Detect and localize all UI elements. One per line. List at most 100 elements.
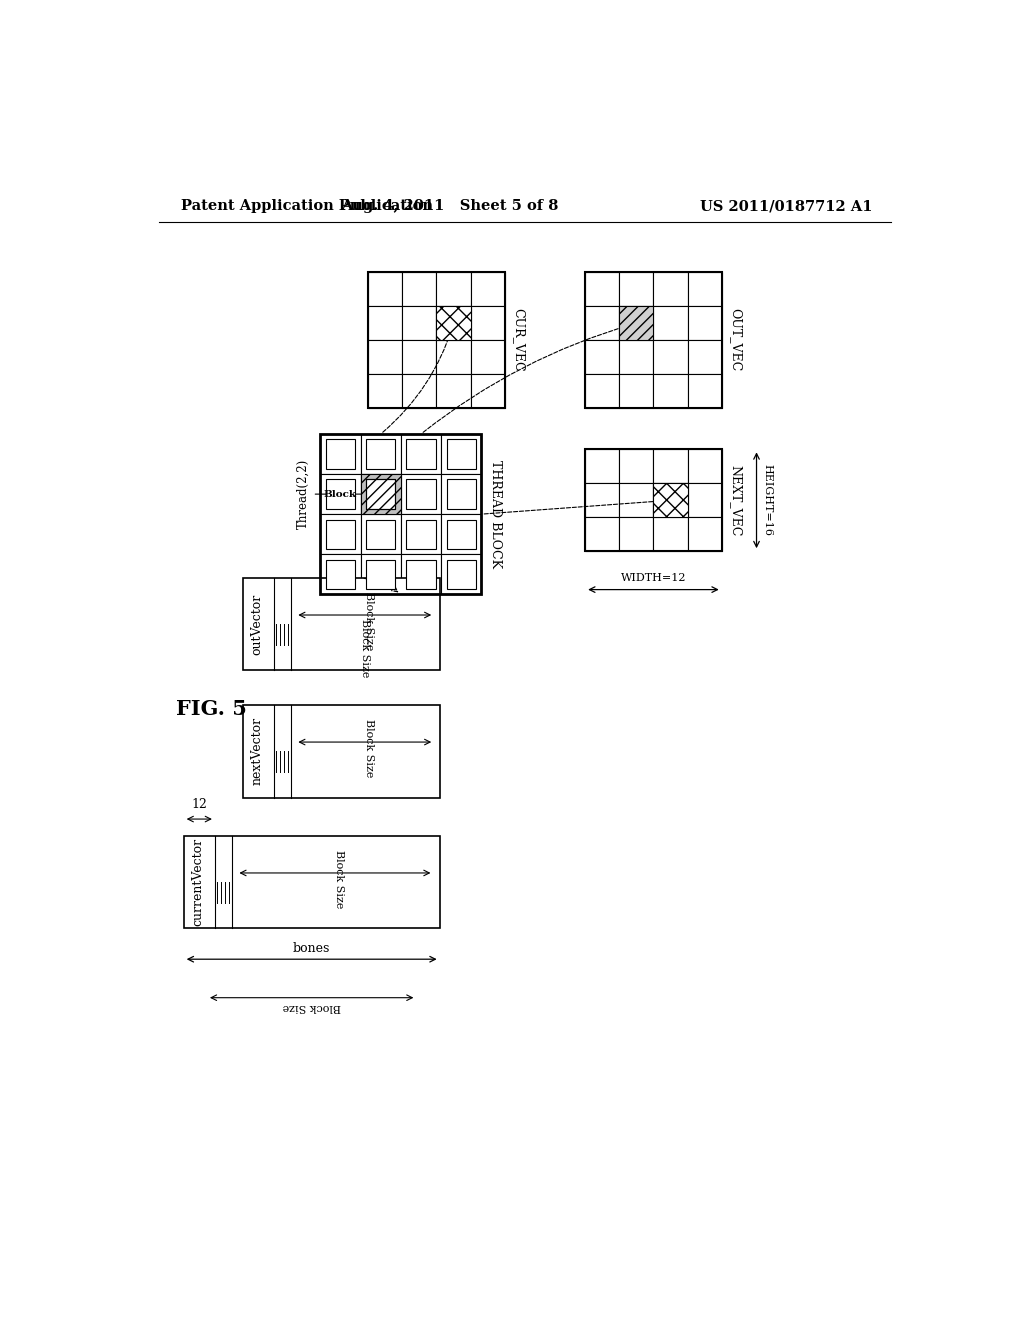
Bar [687, 483, 722, 517]
Text: FIG. 5: FIG. 5 [176, 700, 247, 719]
Bar [586, 517, 620, 552]
Bar [400, 554, 441, 594]
Bar [620, 306, 653, 341]
Bar [586, 450, 620, 483]
Bar [441, 515, 481, 554]
Text: Thread(2,2): Thread(2,2) [297, 459, 309, 529]
Bar [321, 474, 360, 515]
Bar [620, 272, 653, 306]
Bar [321, 434, 481, 594]
Bar [326, 520, 355, 549]
Bar [402, 306, 436, 341]
Text: HEIGHT=16: HEIGHT=16 [763, 465, 773, 536]
Text: Block Size: Block Size [283, 1002, 341, 1011]
Bar [446, 520, 476, 549]
Bar [586, 306, 620, 341]
Bar [653, 517, 687, 552]
Bar [369, 272, 402, 306]
Bar [183, 836, 439, 928]
Bar [407, 520, 435, 549]
Bar [366, 520, 395, 549]
Bar [586, 272, 722, 408]
Bar [586, 483, 620, 517]
Text: bones: bones [293, 941, 331, 954]
Bar [369, 306, 402, 341]
Bar [687, 341, 722, 374]
Bar [441, 474, 481, 515]
Bar [653, 341, 687, 374]
Text: THREAD BLOCK: THREAD BLOCK [489, 461, 502, 568]
Text: Block Size: Block Size [334, 850, 344, 908]
Bar [471, 341, 505, 374]
Text: Block Size: Block Size [364, 591, 374, 651]
Bar [620, 374, 653, 408]
Bar [360, 434, 400, 474]
Bar [366, 560, 395, 589]
Bar [243, 578, 440, 671]
Bar [402, 374, 436, 408]
Bar [326, 479, 355, 508]
Bar [360, 474, 400, 515]
Bar [446, 560, 476, 589]
Bar [687, 272, 722, 306]
Text: US 2011/0187712 A1: US 2011/0187712 A1 [700, 199, 873, 213]
Bar [321, 515, 360, 554]
Bar [687, 306, 722, 341]
Bar [366, 479, 395, 508]
Bar [321, 554, 360, 594]
Bar [620, 517, 653, 552]
Bar [400, 474, 441, 515]
Text: WIDTH=12: WIDTH=12 [621, 573, 686, 583]
Bar [369, 374, 402, 408]
Bar [446, 479, 476, 508]
Bar [620, 341, 653, 374]
Bar [441, 434, 481, 474]
Bar [620, 483, 653, 517]
Text: Block: Block [324, 490, 356, 499]
Bar [243, 705, 440, 797]
Bar [400, 434, 441, 474]
Text: Block Size: Block Size [359, 619, 370, 677]
Bar [407, 560, 435, 589]
Bar [360, 474, 400, 515]
Bar [366, 440, 395, 469]
Bar [586, 341, 620, 374]
Bar [471, 272, 505, 306]
Bar [436, 306, 471, 341]
Bar [436, 306, 471, 341]
Bar [360, 554, 400, 594]
Bar [441, 554, 481, 594]
Text: currentVector: currentVector [191, 838, 204, 927]
Bar [620, 306, 653, 341]
Bar [653, 483, 687, 517]
Text: 12: 12 [191, 799, 207, 812]
Bar [400, 515, 441, 554]
Bar [653, 483, 687, 517]
Text: Block Size: Block Size [364, 719, 374, 777]
Bar [402, 341, 436, 374]
Bar [407, 440, 435, 469]
Bar [321, 434, 360, 474]
Bar [653, 272, 687, 306]
Bar [326, 440, 355, 469]
Bar [471, 306, 505, 341]
Bar [369, 272, 505, 408]
Bar [620, 450, 653, 483]
Bar [687, 450, 722, 483]
Bar [586, 374, 620, 408]
Bar [326, 560, 355, 589]
Bar [436, 374, 471, 408]
Bar [402, 272, 436, 306]
Text: OUT_VEC: OUT_VEC [729, 309, 742, 372]
Bar [653, 374, 687, 408]
Bar [436, 341, 471, 374]
Text: nextVector: nextVector [250, 717, 263, 785]
Bar [586, 272, 620, 306]
Bar [369, 341, 402, 374]
Text: NEXT_VEC: NEXT_VEC [729, 465, 742, 536]
Bar [436, 272, 471, 306]
Text: outVector: outVector [250, 594, 263, 655]
Text: CUR_VEC: CUR_VEC [512, 309, 525, 372]
Text: Patent Application Publication: Patent Application Publication [180, 199, 433, 213]
Bar [366, 479, 395, 508]
